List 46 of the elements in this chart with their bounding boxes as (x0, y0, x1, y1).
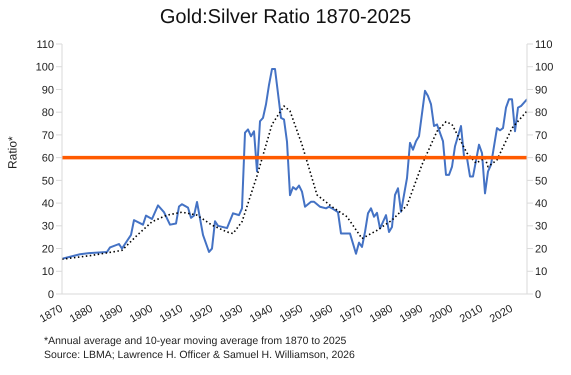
text: *Annual average and 10-year moving average from 1870 to 2025 (44, 334, 348, 348)
x-tick-label: 1940 (248, 302, 275, 326)
line-series (62, 105, 527, 260)
x-tick-label: 1960 (308, 302, 335, 326)
y2-tick-label: 10 (535, 266, 548, 278)
x-tick-label: 1920 (188, 302, 215, 326)
x-tick-label: 1930 (218, 302, 245, 326)
y-tick-label: 40 (42, 198, 54, 210)
x-tick-label: 2010 (458, 302, 485, 326)
x-tick-label: 1950 (278, 302, 305, 326)
x-tick-label: 1980 (368, 302, 395, 326)
y2-tick-label: 70 (535, 130, 548, 142)
x-tick-label: 1890 (98, 302, 125, 326)
x-tick-label: 2020 (488, 302, 515, 326)
y2-tick-label: 60 (535, 152, 548, 165)
y-tick-label: 10 (42, 266, 54, 278)
x-tick-label: 1970 (338, 302, 365, 326)
chart-title: Gold:Silver Ratio 1870-2025 (158, 5, 412, 30)
y-tick-label: 60 (42, 152, 54, 165)
x-tick-label: 2000 (428, 302, 455, 326)
y-tick-label: 80 (42, 107, 54, 120)
y2-tick-label: 50 (535, 175, 548, 188)
y2-tick-label: 40 (535, 198, 548, 210)
y2-tick-label: 90 (535, 84, 548, 96)
y-tick-label: 50 (42, 175, 54, 188)
x-tick-label: 1870 (38, 302, 65, 326)
x-tick-label: 1910 (158, 302, 185, 326)
y2-tick-label: 80 (535, 107, 548, 120)
y-tick-label: 20 (42, 243, 54, 256)
x-tick-label: 1990 (398, 302, 425, 326)
source-note: Source: LBMA; Lawrence H. Officer & Samuel H. Williamson, 2026 (44, 348, 356, 362)
x-tick-label: 1900 (128, 302, 155, 326)
x-tick-label: 1880 (68, 302, 95, 326)
y2-tick-label: 30 (535, 220, 548, 233)
y-tick-label: 70 (42, 130, 54, 142)
y2-tick-label: 110 (535, 38, 553, 51)
y-tick-label: 90 (42, 84, 54, 96)
y2-tick-label: 100 (535, 62, 554, 74)
line-series (62, 68, 527, 260)
y-tick-label: 110 (36, 38, 54, 51)
y-tick-label: 0 (48, 288, 54, 301)
y2-tick-label: 0 (535, 288, 542, 301)
y2-tick-label: 20 (535, 243, 548, 256)
y-tick-label: 100 (36, 62, 54, 74)
y-axis-title: Ratio* (5, 136, 20, 169)
y-tick-label: 30 (42, 220, 54, 233)
